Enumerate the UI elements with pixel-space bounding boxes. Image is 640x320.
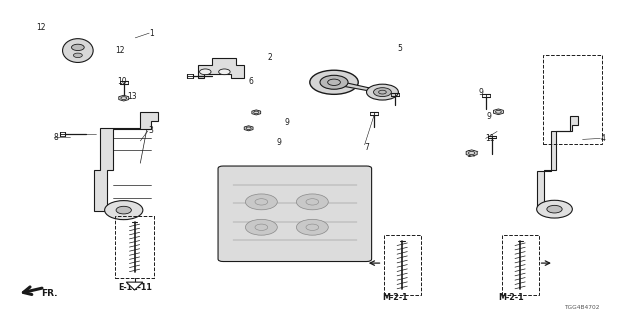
Text: M-2-1: M-2-1 xyxy=(382,293,408,302)
Text: 6: 6 xyxy=(248,77,253,86)
Text: 9: 9 xyxy=(478,88,483,97)
Circle shape xyxy=(320,75,348,89)
Polygon shape xyxy=(198,59,244,78)
Circle shape xyxy=(537,200,572,218)
Text: 8: 8 xyxy=(54,133,58,142)
Text: M-2-1: M-2-1 xyxy=(499,293,524,302)
Text: 12: 12 xyxy=(36,23,46,32)
Text: TGG4B4702: TGG4B4702 xyxy=(564,305,599,310)
Bar xyxy=(384,235,420,295)
Text: 1: 1 xyxy=(149,28,154,38)
FancyBboxPatch shape xyxy=(218,166,372,261)
Polygon shape xyxy=(493,109,504,115)
Bar xyxy=(115,216,154,278)
Circle shape xyxy=(367,84,398,100)
Text: 12: 12 xyxy=(115,46,124,55)
Text: 9: 9 xyxy=(285,118,290,127)
Circle shape xyxy=(246,219,277,235)
Circle shape xyxy=(374,88,392,97)
Circle shape xyxy=(116,206,131,214)
Text: E-11-11: E-11-11 xyxy=(118,283,152,292)
Circle shape xyxy=(200,69,211,75)
Text: 9: 9 xyxy=(276,138,282,147)
Polygon shape xyxy=(119,95,129,101)
Text: 14: 14 xyxy=(467,150,476,159)
Text: 13: 13 xyxy=(127,92,137,101)
Polygon shape xyxy=(244,126,253,131)
Circle shape xyxy=(296,219,328,235)
Text: 10: 10 xyxy=(117,77,127,86)
Ellipse shape xyxy=(63,39,93,62)
Polygon shape xyxy=(466,150,477,156)
Circle shape xyxy=(104,201,143,220)
Polygon shape xyxy=(537,116,578,211)
Polygon shape xyxy=(126,282,143,290)
Circle shape xyxy=(310,70,358,94)
Bar xyxy=(543,55,602,143)
Circle shape xyxy=(296,194,328,210)
Polygon shape xyxy=(94,112,157,212)
Text: 2: 2 xyxy=(268,53,273,62)
Circle shape xyxy=(246,194,277,210)
Circle shape xyxy=(72,44,84,51)
Bar xyxy=(502,235,539,295)
Circle shape xyxy=(219,69,230,75)
Text: 7: 7 xyxy=(365,143,369,152)
Circle shape xyxy=(74,53,83,58)
Text: 4: 4 xyxy=(600,134,605,143)
Polygon shape xyxy=(252,110,260,115)
Text: 9: 9 xyxy=(487,112,492,121)
Circle shape xyxy=(547,205,562,213)
Polygon shape xyxy=(334,80,383,93)
Text: 3: 3 xyxy=(148,126,153,135)
Text: FR.: FR. xyxy=(41,289,58,298)
Text: 11: 11 xyxy=(486,134,495,143)
Text: 5: 5 xyxy=(397,44,403,53)
